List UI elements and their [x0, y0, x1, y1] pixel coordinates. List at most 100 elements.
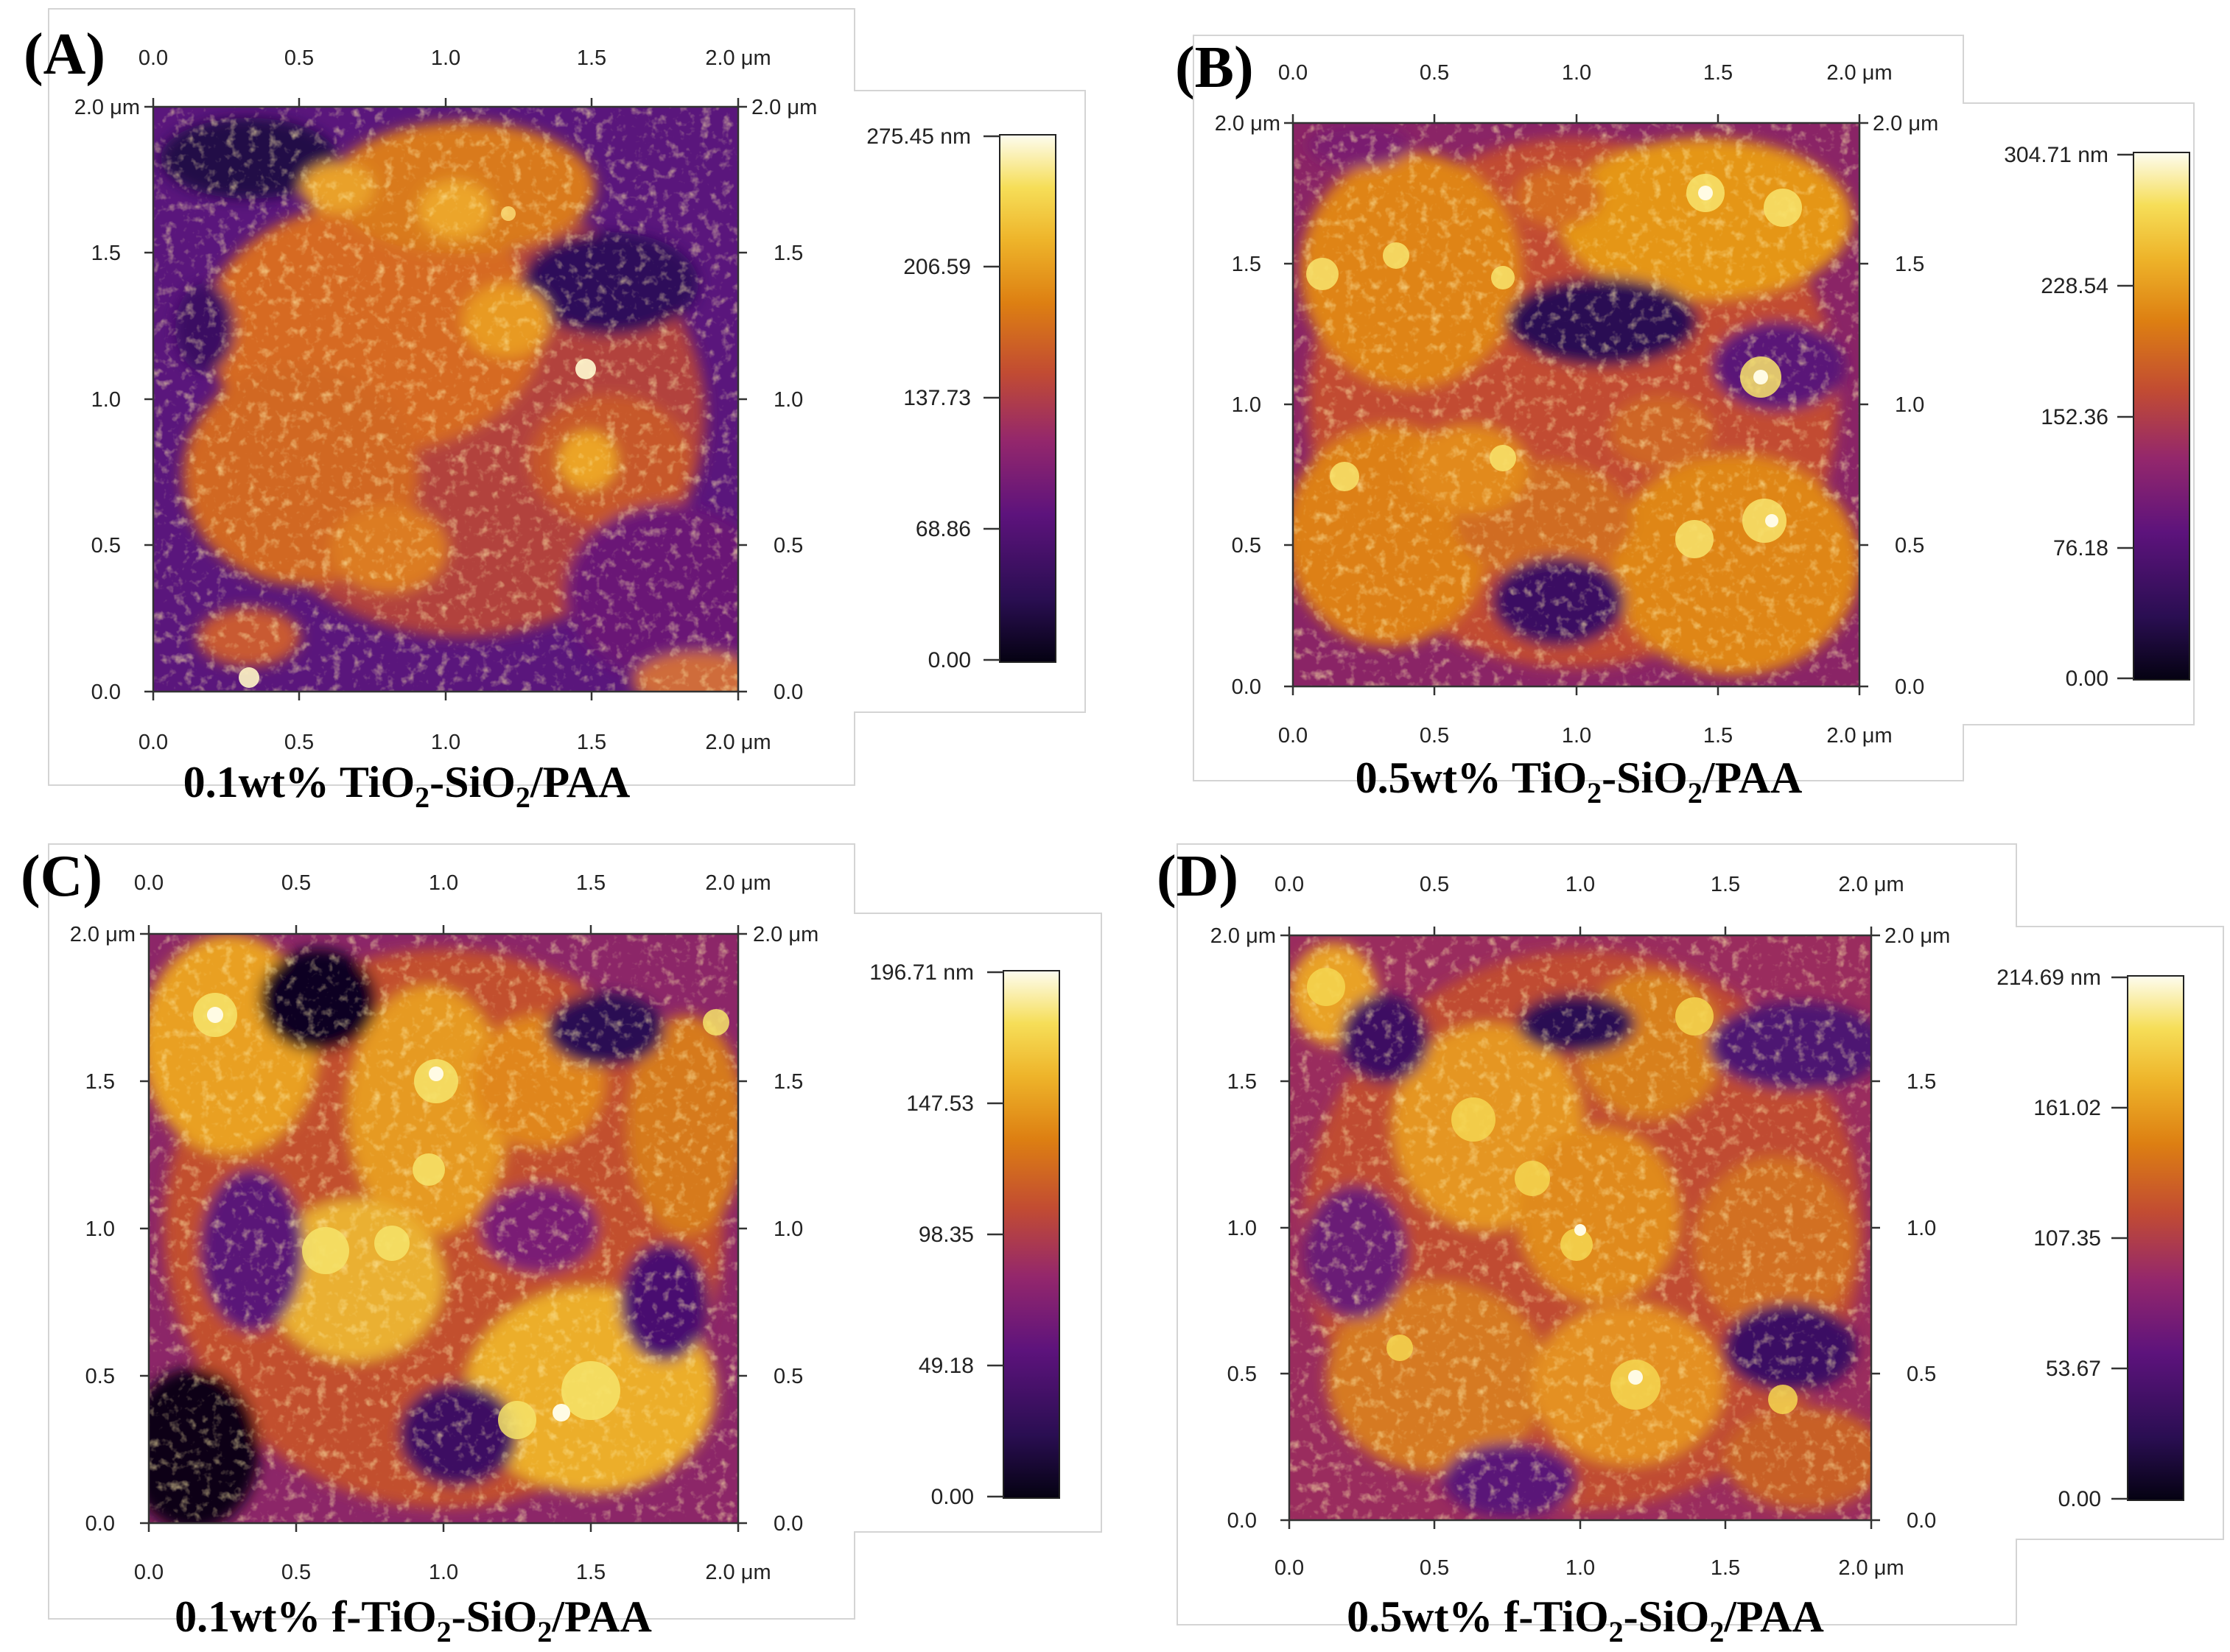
tick-label: 0.5 [284, 731, 314, 754]
tick-label: 1.5 [1711, 873, 1740, 896]
tick-label: 1.0 [1895, 393, 1924, 417]
tick-label: 0.0 [139, 731, 168, 754]
right-axis-ticks: 2.0 μm 1.5 1.0 0.5 0.0 [751, 96, 817, 704]
colorbar-tick: 196.71 nm [869, 960, 974, 985]
tick-label: 0.5 [774, 1365, 803, 1388]
tick-label: 2.0 μm [705, 1561, 771, 1584]
colorbar-tick: 152.36 [2041, 405, 2108, 429]
tick-label: 0.0 [1895, 675, 1924, 699]
tick-label: 1.0 [429, 871, 458, 895]
tick-label: 0.5 [1232, 534, 1261, 558]
tick-label: 2.0 μm [1826, 61, 1892, 85]
tick-label: 0.5 [774, 534, 803, 558]
tick-label: 0.0 [774, 1512, 803, 1536]
tick-label: 0.0 [1232, 675, 1261, 699]
colorbar-tick: 0.00 [928, 648, 971, 672]
left-axis-ticks: 2.0 μm 1.5 1.0 0.5 0.0 [1210, 924, 1276, 1533]
tick-label: 0.5 [284, 46, 314, 70]
tick-label: 1.5 [1232, 253, 1261, 276]
tick-label: 1.5 [577, 46, 606, 70]
panel-label: (D) [1157, 844, 1238, 909]
tick-label: 0.5 [1907, 1363, 1936, 1386]
colorbar: 304.71 nm 228.54 152.36 76.18 0.00 [2004, 143, 2190, 691]
tick-label: 2.0 μm [70, 923, 136, 946]
tick-label: 2.0 μm [74, 96, 140, 119]
tick-label: 0.0 [134, 871, 164, 895]
tick-label: 1.0 [774, 388, 803, 412]
top-axis-ticks: 0.0 0.5 1.0 1.5 2.0 μm [139, 46, 771, 70]
colorbar: 275.45 nm 206.59 137.73 68.86 0.00 [866, 124, 1056, 672]
tick-label: 1.0 [85, 1217, 115, 1241]
panel-label: (C) [21, 844, 102, 909]
tick-label: 0.0 [774, 681, 803, 704]
panel-a: (A) [24, 8, 1086, 814]
right-axis-ticks: 2.0 μm 1.5 1.0 0.5 0.0 [1873, 112, 1938, 699]
tick-label: 1.0 [431, 46, 460, 70]
tick-label: 1.0 [431, 731, 460, 754]
right-axis-ticks: 2.0 μm 1.5 1.0 0.5 0.0 [1884, 924, 1950, 1533]
tick-label: 1.5 [576, 871, 606, 895]
tick-label: 1.5 [1895, 253, 1924, 276]
right-axis-ticks: 2.0 μm 1.5 1.0 0.5 0.0 [753, 923, 818, 1536]
afm-height-map [1289, 935, 1871, 1520]
tick-label: 0.0 [91, 681, 121, 704]
panel-caption: 0.5wt% TiO2-SiO2/PAA [1356, 753, 1803, 809]
afm-height-map [153, 107, 738, 692]
tick-label: 0.5 [1420, 724, 1449, 748]
afm-height-map [149, 934, 738, 1523]
tick-label: 1.5 [1907, 1070, 1936, 1094]
colorbar-tick: 304.71 nm [2004, 143, 2108, 167]
top-axis-ticks: 0.0 0.5 1.0 1.5 2.0 μm [1274, 873, 1904, 896]
colorbar-tick: 206.59 [903, 255, 971, 279]
bottom-axis-ticks: 0.0 0.5 1.0 1.5 2.0 μm [1274, 1556, 1904, 1580]
tick-label: 2.0 μm [1838, 1556, 1904, 1580]
tick-label: 0.0 [1274, 873, 1304, 896]
colorbar-tick: 98.35 [919, 1223, 974, 1247]
tick-label: 2.0 μm [705, 731, 771, 754]
colorbar-tick: 161.02 [2033, 1096, 2101, 1120]
bottom-axis-ticks: 0.0 0.5 1.0 1.5 2.0 μm [139, 731, 771, 754]
tick-label: 0.0 [1274, 1556, 1304, 1580]
tick-label: 2.0 μm [1826, 724, 1892, 748]
tick-label: 1.5 [774, 1070, 803, 1094]
colorbar-tick: 214.69 nm [1996, 966, 2101, 990]
bottom-axis-ticks: 0.0 0.5 1.0 1.5 2.0 μm [1278, 724, 1893, 748]
colorbar-tick: 0.00 [2058, 1487, 2101, 1511]
left-axis-ticks: 2.0 μm 1.5 1.0 0.5 0.0 [1215, 112, 1280, 699]
tick-label: 2.0 μm [1873, 112, 1938, 136]
tick-label: 1.5 [85, 1070, 115, 1094]
tick-label: 0.5 [1420, 61, 1449, 85]
tick-label: 1.0 [1565, 873, 1595, 896]
top-axis-ticks: 0.0 0.5 1.0 1.5 2.0 μm [1278, 61, 1893, 85]
tick-label: 1.5 [577, 731, 606, 754]
tick-label: 0.0 [1907, 1509, 1936, 1533]
tick-label: 1.0 [1907, 1217, 1936, 1240]
tick-label: 0.0 [85, 1512, 115, 1536]
tick-label: 2.0 μm [1215, 112, 1280, 136]
left-axis-ticks: 2.0 μm 1.5 1.0 0.5 0.0 [74, 96, 140, 704]
colorbar-tick: 76.18 [2053, 536, 2108, 560]
tick-label: 0.0 [134, 1561, 164, 1584]
tick-label: 2.0 μm [1210, 924, 1276, 948]
tick-label: 0.5 [281, 1561, 311, 1584]
tick-label: 2.0 μm [705, 871, 771, 895]
colorbar-tick: 147.53 [906, 1092, 974, 1116]
colorbar-tick: 137.73 [903, 386, 971, 410]
tick-label: 0.0 [139, 46, 168, 70]
tick-label: 1.0 [774, 1217, 803, 1241]
tick-label: 2.0 μm [751, 96, 817, 119]
afm-height-map [1293, 123, 1859, 686]
colorbar-tick: 228.54 [2041, 274, 2108, 298]
tick-label: 2.0 μm [1884, 924, 1950, 948]
top-axis-ticks: 0.0 0.5 1.0 1.5 2.0 μm [134, 871, 771, 895]
colorbar-tick: 68.86 [916, 517, 971, 541]
tick-label: 0.5 [1420, 873, 1449, 896]
tick-label: 2.0 μm [753, 923, 818, 946]
left-axis-ticks: 2.0 μm 1.5 1.0 0.5 0.0 [70, 923, 136, 1536]
tick-label: 1.0 [1227, 1217, 1257, 1240]
tick-label: 0.5 [281, 871, 311, 895]
tick-label: 0.5 [85, 1365, 115, 1388]
tick-label: 0.0 [1278, 61, 1308, 85]
tick-label: 1.5 [576, 1561, 606, 1584]
